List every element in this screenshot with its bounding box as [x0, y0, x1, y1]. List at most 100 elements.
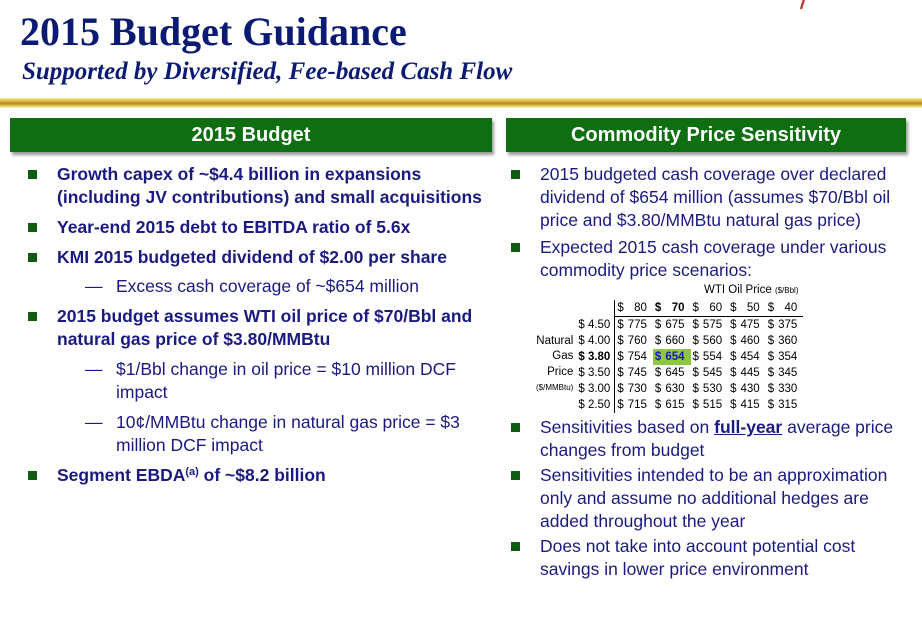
coverage-value: 445: [740, 367, 760, 379]
bullet-dividend: KMI 2015 budgeted dividend of $2.00 per …: [25, 246, 490, 269]
coverage-value: 545: [702, 367, 723, 379]
bullet-square-icon: [511, 423, 520, 432]
bullet-debt-ratio: Year-end 2015 debt to EBITDA ratio of 5.…: [25, 216, 490, 239]
coverage-value: 775: [627, 319, 647, 331]
coverage-value: 745: [627, 367, 647, 379]
bullet-cash-coverage: 2015 budgeted cash coverage over declare…: [508, 163, 913, 232]
oil-price-header: 70: [663, 300, 691, 317]
sensitivity-grid: $80 $70 $60 $50 $40 Natural Gas Price ($/MMBtu) $…: [534, 300, 804, 414]
gas-price-currency: $: [578, 318, 588, 331]
gas-axis-label-line: Price: [547, 365, 574, 378]
coverage-currency: $: [730, 367, 737, 379]
coverage-value: 554: [702, 351, 723, 363]
coverage-currency: $: [614, 381, 626, 397]
gas-axis-label-line: ($/MMBtu): [536, 383, 574, 393]
gas-price-value: 3.00: [587, 383, 611, 395]
bullet-square-icon: [511, 471, 520, 480]
coverage-value: 754: [627, 351, 647, 363]
coverage-value: 330: [778, 383, 798, 395]
coverage-currency: $: [767, 383, 775, 395]
gas-price-value: 4.00: [587, 335, 611, 347]
budget-bullet-list: Growth capex of ~$4.4 billion in expansi…: [25, 163, 490, 487]
gas-price-cell: $ 3.50: [576, 365, 616, 381]
gas-axis-label-line: Natural: [536, 334, 574, 347]
oil-price-currency: $: [690, 300, 701, 317]
coverage-currency: $: [654, 335, 662, 347]
bullet-square-icon: [511, 243, 520, 252]
gas-price-currency: $: [578, 367, 588, 379]
coverage-currency: $: [730, 383, 737, 395]
dash-marker: —: [85, 276, 103, 296]
sensitivity-row: $ 3.00 $730 $630 $530 $430 $330: [534, 381, 803, 397]
coverage-currency: $: [730, 335, 737, 347]
gas-price-currency: $: [578, 335, 588, 347]
oil-price-currency: $: [614, 300, 626, 317]
bullet-approximation: Sensitivities intended to be an approxim…: [508, 464, 913, 533]
wti-oil-price-label: WTI Oil Price ($/Bbl): [704, 284, 799, 296]
coverage-currency: $: [614, 365, 626, 381]
sub-bullet-gas-impact: — 10¢/MMBtu change in natural gas price …: [85, 412, 460, 455]
gas-price-cell: $ 3.80: [576, 349, 616, 365]
oil-price-header: 60: [700, 300, 729, 317]
coverage-value: 715: [627, 399, 647, 411]
gas-price-cell: $ 3.00: [576, 381, 616, 397]
sensitivity-bullet-list-bottom: Sensitivities based on full-year average…: [508, 416, 913, 581]
coverage-value: 345: [778, 367, 798, 379]
sensitivity-table: WTI Oil Price ($/Bbl) $80 $70 $60 $50 $40 Nat…: [534, 284, 804, 414]
bullet-expected-coverage: Expected 2015 cash coverage under variou…: [508, 236, 913, 282]
gas-price-currency: $: [578, 399, 588, 411]
bullet-full-year: Sensitivities based on full-year average…: [508, 416, 913, 462]
gas-price-axis-label: Natural Gas Price ($/MMBtu): [534, 317, 576, 414]
page-subtitle: Supported by Diversified, Fee-based Cash…: [22, 58, 513, 85]
coverage-value: 315: [778, 399, 798, 411]
coverage-currency: $: [767, 399, 775, 411]
coverage-currency: $: [654, 367, 662, 379]
bullet-square-icon: [511, 542, 520, 551]
oil-price-currency: $: [765, 300, 777, 317]
sub-bullet-excess-coverage: — Excess cash coverage of ~$654 million: [85, 276, 420, 296]
bullet-square-icon: [511, 170, 520, 179]
coverage-value: 375: [778, 319, 798, 331]
coverage-currency: $: [730, 399, 737, 411]
bullet-cost-savings: Does not take into account potential cos…: [508, 535, 913, 581]
oil-price-header-row: $80 $70 $60 $50 $40: [534, 300, 804, 317]
coverage-currency: $: [614, 316, 626, 333]
coverage-value: 660: [665, 335, 685, 347]
coverage-value: 615: [665, 399, 685, 411]
bullet-segment-ebda: Segment EBDA(a) of ~$8.2 billion: [25, 464, 490, 487]
coverage-currency: $: [654, 383, 662, 395]
gas-price-cell: $ 4.00: [576, 333, 616, 349]
coverage-currency: $: [692, 351, 699, 363]
table-corner-cell: [576, 300, 614, 317]
page-title: 2015 Budget Guidance: [20, 9, 407, 54]
bullet-square-icon: [28, 471, 37, 480]
coverage-value: 460: [740, 335, 760, 347]
gas-price-cell: $ 4.50: [576, 316, 616, 333]
oil-price-header: 50: [738, 300, 766, 317]
coverage-value: 415: [740, 399, 760, 411]
coverage-value: 760: [627, 335, 647, 347]
coverage-currency: $: [652, 349, 664, 365]
bullet-square-icon: [28, 253, 37, 262]
coverage-currency: $: [654, 319, 662, 331]
gold-divider-rule: [0, 98, 922, 108]
coverage-currency: $: [730, 319, 737, 331]
coverage-currency: $: [614, 333, 626, 349]
coverage-currency: $: [692, 367, 699, 379]
coverage-value: 430: [740, 383, 760, 395]
coverage-currency: $: [730, 351, 737, 363]
budget-coverage-value: 654: [663, 349, 691, 365]
bullet-price-assumptions: 2015 budget assumes WTI oil price of $70…: [25, 305, 490, 351]
bullet-square-icon: [28, 170, 37, 179]
table-corner-cell: [534, 300, 576, 317]
footnote-marker: (a): [185, 466, 199, 478]
coverage-value: 354: [778, 351, 798, 363]
sensitivity-row: $ 4.00 $760 $660 $560 $460 $360: [534, 333, 803, 349]
dash-marker: —: [85, 359, 103, 379]
coverage-currency: $: [767, 351, 775, 363]
budget-panel-title: 2015 Budget: [191, 123, 311, 146]
sensitivity-row: $ 2.50 $715 $615 $515 $415 $315: [534, 397, 803, 413]
sub-bullet-oil-impact: — $1/Bbl change in oil price = $10 milli…: [85, 359, 456, 402]
gas-price-value: 2.50: [587, 399, 611, 411]
coverage-currency: $: [767, 367, 775, 379]
